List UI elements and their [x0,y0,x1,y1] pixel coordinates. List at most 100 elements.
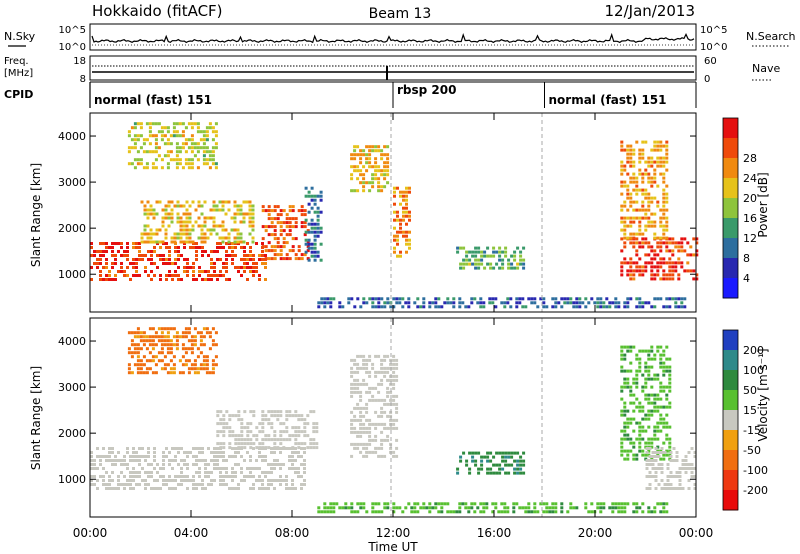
data-cell [623,224,627,228]
data-cell [139,146,143,150]
data-cell [560,297,564,301]
data-cell [139,363,143,367]
data-cell [304,186,308,190]
data-cell [638,441,642,445]
data-cell [498,266,502,270]
data-cell [695,277,699,281]
data-cell [187,359,191,363]
data-cell [211,158,215,162]
data-cell [120,459,123,462]
data-cell [316,218,320,222]
data-cell [243,442,247,446]
data-cell [216,467,219,470]
data-cell [304,194,308,198]
data-cell [380,153,384,157]
data-cell [665,216,669,220]
data-cell [635,385,639,389]
data-cell [304,230,308,234]
data-cell [356,502,360,506]
data-cell [326,301,330,305]
data-cell [654,479,658,482]
data-cell [399,194,402,198]
data-cell [120,270,123,273]
data-cell [644,172,648,176]
data-cell [212,208,216,212]
data-cell [183,479,186,482]
data-cell [641,385,645,389]
data-cell [138,459,141,462]
data-cell [273,249,277,253]
data-cell [632,417,636,421]
data-cell [665,196,669,200]
data-cell [279,225,283,229]
data-cell [201,483,204,486]
data-cell [179,216,183,220]
data-cell [222,246,225,249]
data-cell [129,475,132,478]
data-cell [178,158,182,162]
data-cell [669,459,673,462]
data-cell [159,246,162,249]
data-cell [510,455,514,459]
data-cell [297,257,301,261]
data-cell [488,301,492,305]
data-cell [236,240,240,244]
data-cell [402,230,405,234]
data-cell [231,455,234,458]
data-cell [672,475,676,478]
data-cell [614,305,618,309]
data-cell [264,446,268,450]
data-cell [657,467,661,470]
data-cell [662,453,666,457]
data-cell [319,258,323,262]
data-cell [471,451,475,455]
data-cell [145,371,149,375]
data-cell [623,409,627,413]
data-cell [175,142,179,146]
data-cell [356,378,360,382]
data-cell [160,331,164,335]
data-cell [356,446,360,450]
data-cell [599,502,603,506]
data-cell [162,483,165,486]
data-cell [662,389,666,393]
data-cell [659,265,663,269]
data-cell [209,216,213,220]
data-cell [225,242,228,245]
data-cell [554,510,558,514]
data-cell [219,442,223,446]
data-cell [126,451,129,454]
data-cell [498,258,502,262]
data-cell [102,475,105,478]
data-cell [172,355,176,359]
data-cell [368,370,372,374]
data-cell [148,335,152,339]
data-cell [575,301,579,305]
data-cell [135,483,138,486]
data-cell [239,208,243,212]
data-cell [213,479,216,482]
data-cell [623,236,627,240]
data-cell [114,459,117,462]
data-cell [294,253,298,257]
data-cell [304,242,308,246]
data-cell [174,475,177,478]
data-cell [329,506,333,510]
data-cell [228,455,231,458]
data-cell [659,297,663,301]
data-cell [167,224,171,228]
data-cell [276,241,280,245]
data-cell [623,204,627,208]
colorbar-tick-label: 4 [743,272,750,285]
data-cell [461,502,465,506]
data-cell [323,502,327,506]
data-cell [169,347,173,351]
data-cell [213,262,216,265]
data-cell [620,502,624,506]
data-cell [181,146,185,150]
data-cell [581,301,585,305]
data-cell [353,406,357,410]
data-cell [216,422,220,426]
data-cell [465,459,469,463]
data-cell [377,510,381,514]
